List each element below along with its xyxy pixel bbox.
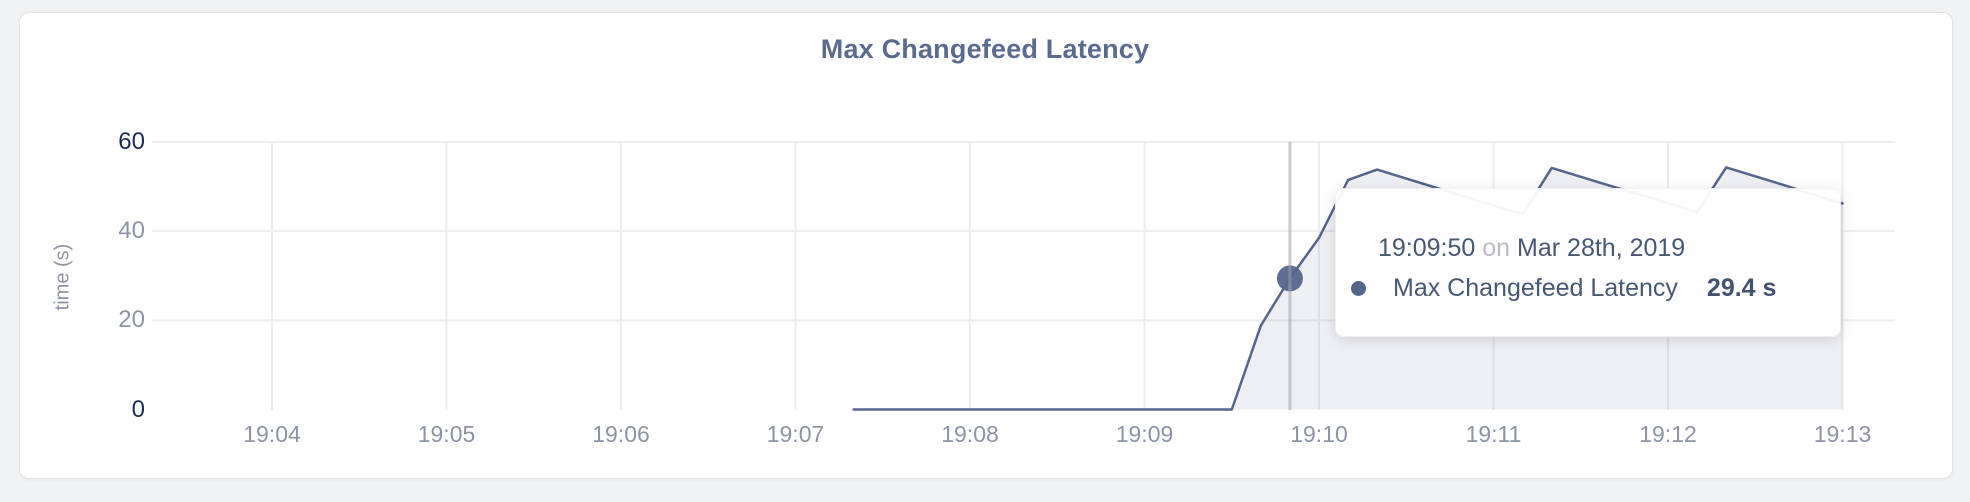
x-tick-label-19:13: 19:13 — [1813, 421, 1872, 447]
tooltip-time: 19:09:50 — [1378, 234, 1476, 262]
chart-title: Max Changefeed Latency — [820, 34, 1150, 64]
x-tick-label-19:06: 19:06 — [592, 421, 650, 447]
x-tick-label-19:05: 19:05 — [417, 421, 476, 447]
chart-tooltip: 19:09:50 on Mar 28th, 2019 Max Changefee… — [1335, 188, 1841, 337]
x-tick-label-19:08: 19:08 — [941, 421, 999, 447]
y-tick-label-60: 60 — [118, 128, 145, 155]
tooltip-timestamp: 19:09:50 on Mar 28th, 2019 — [1378, 233, 1685, 263]
tooltip-series-row: Max Changefeed Latency 29.4 s — [1351, 273, 1776, 303]
tooltip-date: Mar 28th, 2019 — [1517, 234, 1686, 262]
x-tick-label-19:11: 19:11 — [1465, 421, 1522, 447]
y-tick-label-0: 0 — [131, 395, 145, 423]
y-tick-label-40: 40 — [118, 217, 145, 245]
tooltip-connector: on — [1482, 234, 1511, 262]
series-legend-dot-icon — [1351, 280, 1366, 296]
x-tick-label-19:12: 19:12 — [1639, 421, 1697, 447]
x-tick-label-19:10: 19:10 — [1290, 421, 1348, 447]
tooltip-series-label: Max Changefeed Latency — [1393, 274, 1678, 302]
x-tick-label-19:04: 19:04 — [243, 421, 301, 447]
x-tick-label-19:07: 19:07 — [766, 421, 825, 447]
tooltip-series-value: 29.4 s — [1706, 274, 1777, 302]
x-tick-label-19:09: 19:09 — [1115, 421, 1174, 447]
y-tick-label-20: 20 — [118, 306, 145, 334]
